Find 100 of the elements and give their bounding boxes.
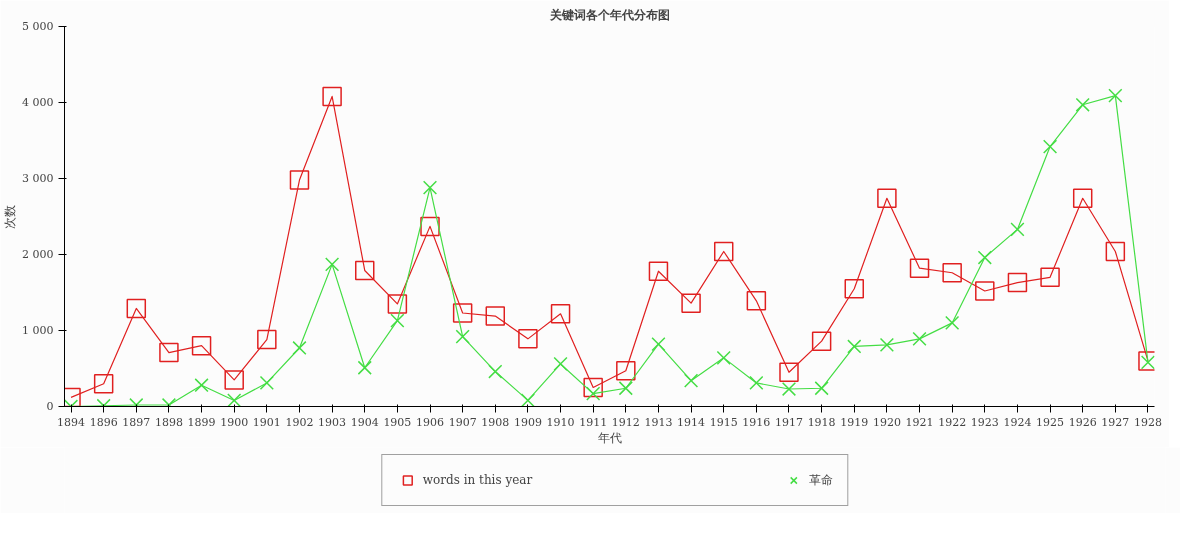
point: [93, 373, 114, 394]
point: [1108, 88, 1123, 103]
point: [485, 306, 506, 326]
point: [1105, 241, 1126, 262]
point: [781, 381, 797, 397]
x-tick-label: 1899: [187, 415, 216, 429]
y-axis-title: 次数: [3, 204, 18, 229]
point: [1010, 222, 1025, 237]
x-tick-label: 1924: [1003, 415, 1032, 429]
point: [942, 262, 962, 283]
x-tick-label: 1921: [905, 415, 934, 429]
point: [879, 337, 895, 353]
point: [354, 260, 375, 281]
point: [289, 170, 310, 190]
y-tick-label: 4 000: [22, 96, 54, 109]
point: [716, 350, 731, 365]
point: [681, 293, 701, 313]
y-tick-label: 3 000: [22, 172, 54, 185]
x-tick-label: 1916: [742, 415, 771, 429]
point: [126, 298, 147, 319]
point: [259, 375, 274, 391]
point: [194, 378, 209, 393]
x-tick-label: 1901: [252, 415, 281, 429]
x-tick-label: 1910: [546, 415, 575, 429]
x-tick-label: 1898: [154, 415, 183, 429]
point: [779, 362, 799, 383]
point: [1075, 97, 1090, 112]
point: [616, 361, 636, 381]
point: [390, 313, 405, 328]
x-tick-label: 1928: [1133, 415, 1162, 429]
point: [159, 342, 179, 363]
point: [550, 304, 571, 324]
point: [322, 86, 342, 107]
x-tick-label: 1915: [709, 415, 738, 429]
point: [1042, 139, 1058, 154]
point: [583, 377, 603, 398]
point: [945, 315, 960, 331]
point: [814, 381, 829, 396]
x-tick-label: 1920: [872, 415, 901, 429]
point: [1072, 188, 1093, 209]
point: [357, 360, 372, 375]
point: [455, 329, 470, 344]
y-tick-label: 1 000: [22, 324, 54, 337]
x-tick-label: 1907: [448, 415, 477, 429]
chart-title: 关键词各个年代分布图: [548, 7, 670, 22]
x-tick-label: 1914: [677, 415, 706, 429]
point: [553, 356, 568, 372]
x-tick-label: 1896: [89, 415, 118, 429]
x-tick-label: 1922: [938, 415, 967, 429]
x-tick-label: 1919: [840, 415, 869, 429]
x-tick-label: 1905: [383, 415, 412, 429]
legend-label: words in this year: [422, 473, 533, 487]
point: [749, 375, 764, 391]
x-tick-label: 1918: [807, 415, 836, 429]
point: [257, 329, 277, 350]
point: [387, 294, 408, 314]
point: [292, 340, 307, 356]
y-tick-label: 2 000: [22, 248, 54, 261]
point: [746, 291, 767, 311]
x-tick-label: 1923: [970, 415, 999, 429]
point: [227, 393, 242, 407]
point: [420, 216, 440, 237]
x-tick-label: 1894: [57, 415, 86, 429]
point: [977, 250, 992, 265]
x-tick-label: 1912: [611, 415, 640, 429]
x-tick-label: 1926: [1068, 415, 1097, 429]
y-tick-label: 0: [46, 400, 54, 413]
point: [811, 331, 832, 351]
x-tick-label: 1902: [285, 415, 314, 429]
point: [224, 370, 244, 390]
point: [847, 339, 862, 354]
point: [520, 393, 536, 407]
point: [422, 180, 438, 195]
point: [844, 278, 865, 299]
x-axis-title: 年代: [597, 430, 622, 445]
point: [877, 188, 897, 209]
x-tick-label: 1917: [774, 415, 803, 429]
x-tick-label: 1908: [481, 415, 510, 429]
point: [648, 261, 669, 281]
x-tick-label: 1903: [318, 415, 347, 429]
legend-label: 革命: [809, 471, 834, 489]
x-tick-label: 1911: [579, 415, 608, 429]
x-tick-label: 1909: [513, 415, 542, 429]
point: [713, 241, 734, 262]
y-tick-label: 5 000: [22, 20, 54, 33]
x-tick-label: 1904: [350, 415, 379, 429]
point: [909, 258, 930, 278]
point: [452, 303, 473, 323]
x-tick-label: 1906: [416, 415, 445, 429]
point: [191, 335, 212, 356]
point: [651, 337, 666, 352]
point: [975, 281, 995, 301]
x-tick-label: 1897: [122, 415, 151, 429]
point: [683, 373, 699, 388]
point: [488, 364, 503, 379]
x-tick-label: 1925: [1036, 415, 1065, 429]
x-tick-label: 1900: [220, 415, 249, 429]
point: [1040, 267, 1060, 288]
point: [618, 381, 633, 396]
point: [324, 257, 340, 272]
